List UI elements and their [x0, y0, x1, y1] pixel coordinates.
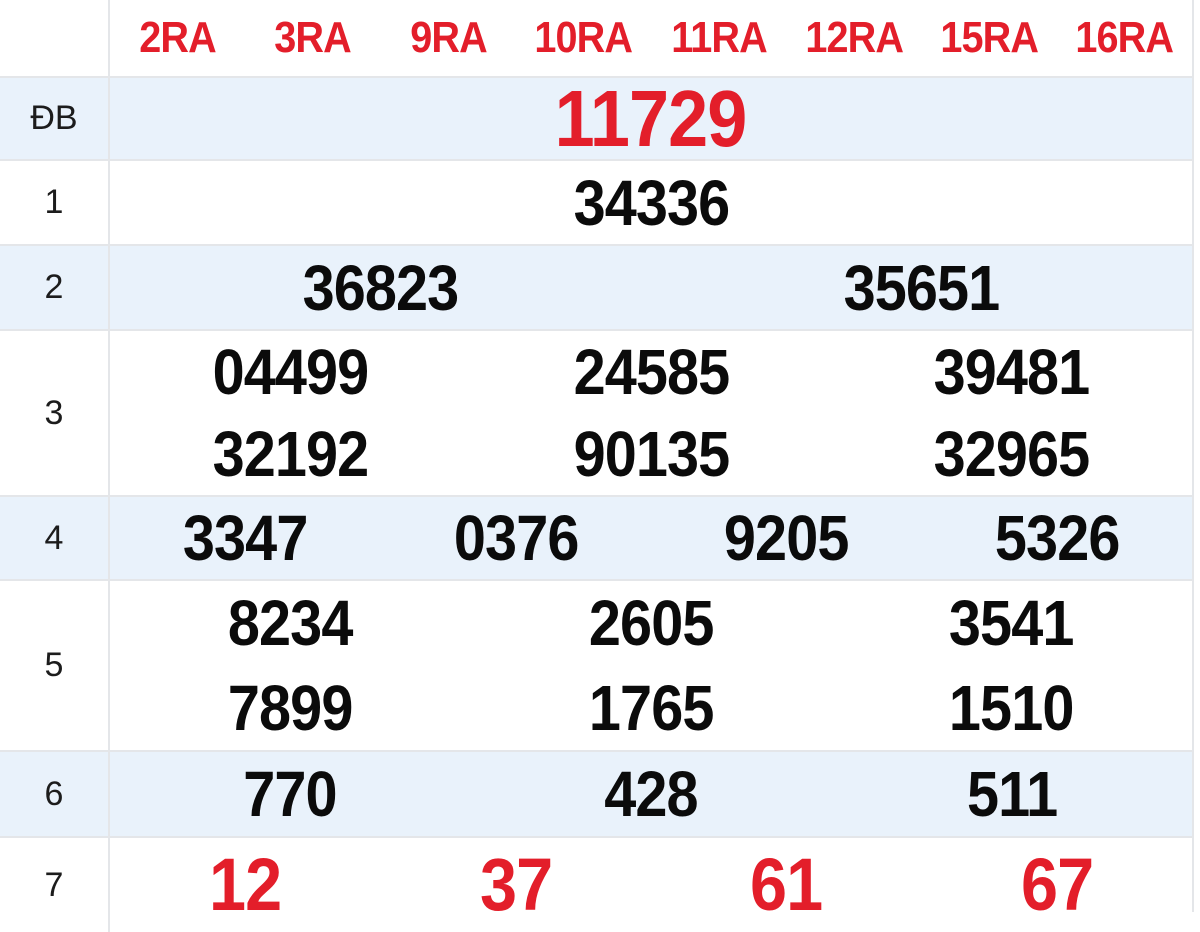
- prize-number: 61: [750, 843, 823, 926]
- row-label: 6: [0, 752, 110, 836]
- prize-number: 37: [479, 843, 553, 926]
- prize-number: 2605: [588, 587, 714, 660]
- prize-number: 1510: [949, 671, 1074, 744]
- prize-number: 90135: [573, 418, 730, 490]
- column-header: 10RA: [534, 13, 634, 62]
- prize-number: 0376: [453, 502, 579, 574]
- header-corner-cell: [0, 0, 110, 76]
- prize-number: 3347: [182, 502, 308, 574]
- prize-number: 39481: [933, 336, 1091, 408]
- prize-number: 428: [604, 758, 698, 830]
- row-prize-5: 5 8234 2605 3541 7899 1765 1510: [0, 581, 1192, 752]
- row-special-prize: ĐB 11729: [0, 78, 1192, 161]
- row-label: 1: [0, 161, 110, 244]
- prize-number: 770: [243, 758, 338, 830]
- prize-number: 11729: [555, 73, 748, 163]
- row-label: 5: [0, 581, 110, 750]
- column-header: 3RA: [274, 13, 352, 62]
- row-prize-4: 4 3347 0376 9205 5326: [0, 497, 1192, 581]
- prize-number: 1765: [588, 671, 714, 744]
- row-label: ĐB: [0, 78, 110, 159]
- row-prize-7: 7 12 37 61 67: [0, 838, 1192, 932]
- prize-number: 7899: [228, 671, 353, 744]
- column-header: 16RA: [1075, 13, 1175, 62]
- prize-number: 67: [1020, 843, 1094, 926]
- column-header: 2RA: [139, 13, 216, 62]
- prize-number: 8234: [228, 587, 353, 660]
- prize-number: 34336: [573, 166, 730, 239]
- prize-number: 24585: [573, 336, 730, 408]
- row-prize-2: 2 36823 35651: [0, 246, 1192, 331]
- row-label: 2: [0, 246, 110, 329]
- column-header: 12RA: [805, 13, 904, 62]
- column-header: 15RA: [940, 13, 1039, 62]
- header-row: 2RA 3RA 9RA 10RA 11RA 12RA 15RA 16RA: [0, 0, 1192, 78]
- row-label: 4: [0, 497, 110, 579]
- prize-number: 32192: [212, 418, 369, 490]
- row-label: 3: [0, 331, 110, 495]
- prize-number: 04499: [212, 336, 369, 408]
- column-header: 9RA: [409, 13, 487, 62]
- row-prize-1: 1 34336: [0, 161, 1192, 246]
- column-header: 11RA: [670, 13, 767, 62]
- prize-number: 9205: [723, 502, 849, 574]
- row-prize-6: 6 770 428 511: [0, 752, 1192, 838]
- prize-number: 511: [966, 758, 1058, 830]
- prize-number: 3541: [949, 587, 1074, 660]
- prize-number: 36823: [302, 251, 460, 324]
- prize-number: 32965: [933, 418, 1091, 490]
- prize-number: 5326: [994, 502, 1120, 574]
- prize-number: 35651: [843, 251, 1001, 324]
- prize-number: 12: [209, 843, 282, 926]
- row-label: 7: [0, 838, 110, 932]
- row-prize-3: 3 04499 24585 39481 32192 90135 32965: [0, 331, 1192, 497]
